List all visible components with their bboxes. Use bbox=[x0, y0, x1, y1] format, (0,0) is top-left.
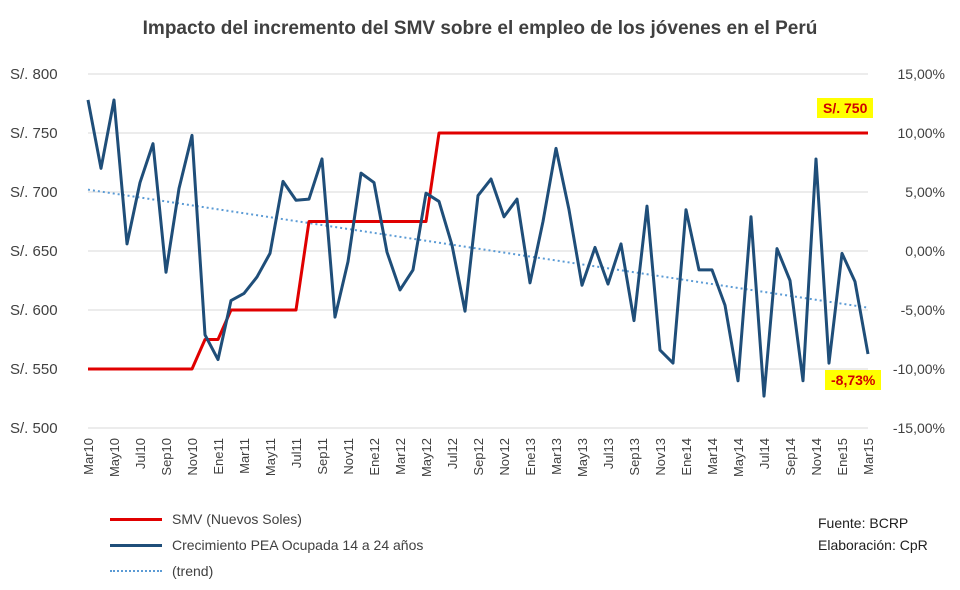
x-axis-tick-label: Nov13 bbox=[653, 438, 668, 476]
x-axis-tick-label: May10 bbox=[107, 438, 122, 477]
right-axis-tick-label: -10,00% bbox=[893, 361, 945, 377]
x-axis-tick-label: Nov11 bbox=[341, 438, 356, 475]
x-axis-tick-label: Mar13 bbox=[549, 438, 564, 475]
x-axis-tick-label: Jul14 bbox=[757, 438, 772, 469]
x-axis-tick-label: Mar12 bbox=[393, 438, 408, 475]
x-axis-tick-label: Ene14 bbox=[679, 438, 694, 476]
legend-swatch-trend bbox=[110, 570, 162, 572]
legend-label-trend: (trend) bbox=[172, 563, 214, 579]
chart-title: Impacto del incremento del SMV sobre el … bbox=[142, 18, 818, 39]
left-axis-tick-label: S/. 750 bbox=[10, 125, 58, 142]
source-note: Fuente: BCRP Elaboración: CpR bbox=[818, 512, 928, 556]
legend-label-smv: SMV (Nuevos Soles) bbox=[172, 511, 302, 527]
x-axis-tick-label: Jul11 bbox=[289, 438, 304, 468]
legend-item-pea: Crecimiento PEA Ocupada 14 a 24 años bbox=[110, 532, 423, 558]
legend-item-smv: SMV (Nuevos Soles) bbox=[110, 506, 423, 532]
pea-line bbox=[86, 98, 870, 398]
x-axis-tick-label: Ene12 bbox=[367, 438, 382, 476]
legend-swatch-smv bbox=[110, 517, 162, 521]
x-axis-tick-label: Sep11 bbox=[315, 438, 330, 475]
right-axis-tick-label: 5,00% bbox=[905, 184, 945, 200]
x-axis-tick-label: Ene13 bbox=[523, 438, 538, 476]
x-axis-tick-label: Jul10 bbox=[133, 438, 148, 469]
legend-swatch-pea bbox=[110, 543, 162, 547]
trend-line bbox=[87, 188, 869, 309]
smv-line bbox=[88, 131, 868, 371]
x-axis-tick-label: Nov12 bbox=[497, 438, 512, 476]
x-axis-tick-label: May14 bbox=[731, 438, 746, 477]
left-axis-tick-label: S/. 650 bbox=[10, 243, 58, 260]
pea-callout: -8,73% bbox=[825, 370, 882, 390]
x-axis-tick-label: Jul13 bbox=[601, 438, 616, 469]
x-axis-tick-label: May11 bbox=[263, 438, 278, 476]
x-axis-tick-label: May12 bbox=[419, 438, 434, 477]
x-axis-tick-label: Ene15 bbox=[835, 438, 850, 476]
right-axis-tick-label: -15,00% bbox=[893, 420, 945, 436]
x-axis-tick-label: Sep13 bbox=[627, 438, 642, 476]
left-axis-tick-label: S/. 550 bbox=[10, 361, 58, 378]
x-axis-tick-label: Mar14 bbox=[705, 438, 720, 475]
right-axis-tick-label: 0,00% bbox=[905, 243, 945, 259]
left-axis-tick-label: S/. 600 bbox=[10, 302, 58, 319]
x-axis-tick-label: May13 bbox=[575, 438, 590, 477]
x-axis-tick-label: Nov14 bbox=[809, 438, 824, 476]
x-axis-tick-label: Mar15 bbox=[861, 438, 876, 475]
x-axis-tick-label: Ene11 bbox=[211, 438, 226, 475]
legend-label-pea: Crecimiento PEA Ocupada 14 a 24 años bbox=[172, 537, 424, 553]
legend: SMV (Nuevos Soles) Crecimiento PEA Ocupa… bbox=[110, 506, 423, 584]
left-axis-tick-label: S/. 700 bbox=[10, 184, 58, 201]
x-axis-tick-label: Mar10 bbox=[81, 438, 96, 475]
legend-item-trend: (trend) bbox=[110, 558, 423, 584]
x-axis-tick-label: Mar11 bbox=[237, 438, 252, 474]
x-axis-tick-label: Nov10 bbox=[185, 438, 200, 476]
x-axis-tick-label: Jul12 bbox=[445, 438, 460, 469]
credit-line: Elaboración: CpR bbox=[818, 537, 928, 553]
left-axis-tick-label: S/. 500 bbox=[10, 420, 58, 437]
x-axis-tick-label: Sep12 bbox=[471, 438, 486, 476]
x-axis-tick-label: Sep10 bbox=[159, 438, 174, 476]
left-axis-tick-label: S/. 800 bbox=[10, 66, 58, 83]
source-line: Fuente: BCRP bbox=[818, 515, 909, 531]
smv-callout: S/. 750 bbox=[817, 98, 874, 118]
right-axis-tick-label: 15,00% bbox=[898, 66, 945, 82]
x-axis-tick-label: Sep14 bbox=[783, 438, 798, 476]
right-axis-tick-label: -5,00% bbox=[901, 302, 945, 318]
right-axis-tick-label: 10,00% bbox=[898, 125, 945, 141]
